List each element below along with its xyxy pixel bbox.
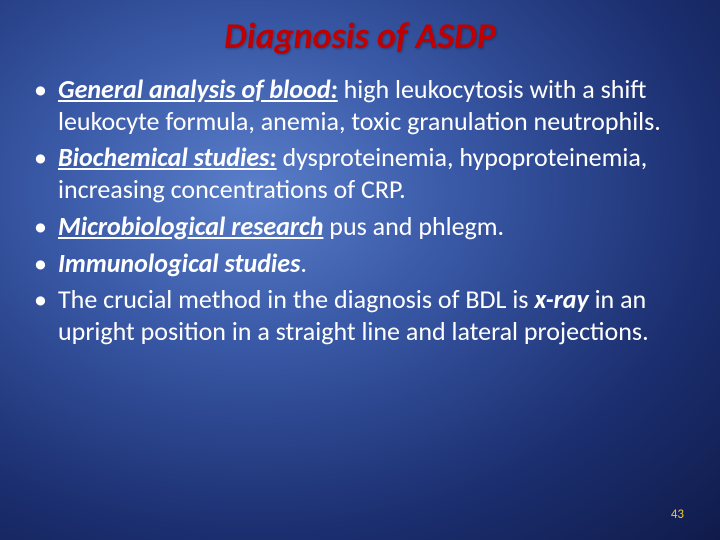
bullet-pre: The crucial method in the diagnosis of B… <box>58 283 534 315</box>
bullet-rest: pus and phlegm. <box>323 210 504 242</box>
bullet-list: General analysis of blood: high leukocyt… <box>34 74 692 348</box>
list-item: Biochemical studies: dysproteinemia, hyp… <box>34 142 692 205</box>
slide: Diagnosis of ASDP General analysis of bl… <box>0 0 720 540</box>
list-item: Immunological studies. <box>34 248 692 280</box>
bullet-lead: Biochemical studies: <box>58 141 277 173</box>
list-item: The crucial method in the diagnosis of B… <box>34 284 692 347</box>
bullet-lead: Microbiological research <box>58 210 323 242</box>
slide-title: Diagnosis of ASDP <box>28 14 692 58</box>
bullet-lead: Immunological studies <box>58 247 300 279</box>
bullet-lead: x-ray <box>534 283 588 315</box>
page-number: 43 <box>671 507 684 522</box>
list-item: Microbiological research pus and phlegm. <box>34 211 692 243</box>
list-item: General analysis of blood: high leukocyt… <box>34 74 692 137</box>
bullet-rest: . <box>300 247 307 279</box>
bullet-lead: General analysis of blood: <box>58 73 338 105</box>
